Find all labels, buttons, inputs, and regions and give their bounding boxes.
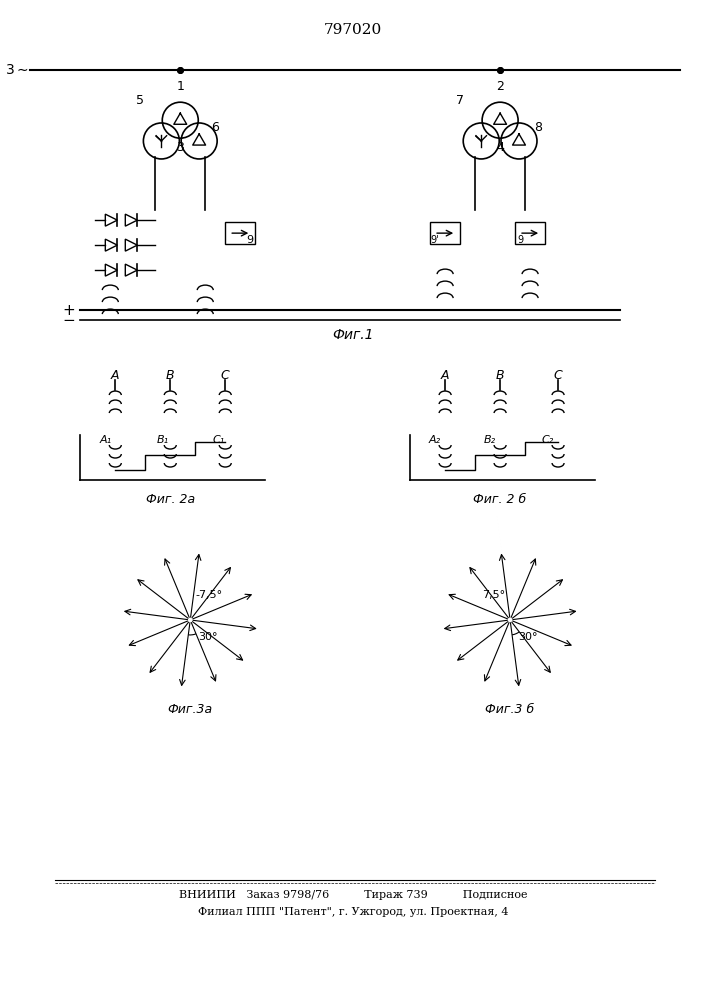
Text: B₂: B₂ [484,435,496,445]
Text: 9: 9 [517,235,523,245]
Text: 7,5°: 7,5° [482,590,505,600]
Text: 30°: 30° [518,632,537,642]
Text: A: A [441,369,450,382]
Text: B: B [496,369,504,382]
Text: +: + [63,303,76,318]
Text: Филиал ППП "Патент", г. Ужгород, ул. Проектная, 4: Филиал ППП "Патент", г. Ужгород, ул. Про… [198,907,508,917]
Text: C₂: C₂ [542,435,554,445]
Text: B: B [166,369,175,382]
Text: 3: 3 [176,141,185,154]
Text: 30°: 30° [198,632,218,642]
Text: $3\sim$: $3\sim$ [5,63,28,77]
Text: Фиг. 2а: Фиг. 2а [146,493,195,506]
Text: −: − [63,313,76,328]
Text: 5: 5 [136,94,144,107]
Text: A: A [111,369,119,382]
Text: Фиг.3а: Фиг.3а [168,703,213,716]
Text: C: C [554,369,563,382]
Text: 9: 9 [247,235,254,245]
Text: 2: 2 [496,80,504,93]
Text: Фиг.3 б: Фиг.3 б [486,703,534,716]
Text: 797020: 797020 [324,23,382,37]
Text: A₂: A₂ [429,435,441,445]
Text: 4: 4 [496,141,504,154]
Text: C: C [221,369,230,382]
Text: 7: 7 [456,94,464,107]
Text: Фиг.1: Фиг.1 [332,328,374,342]
Text: C₁: C₁ [212,435,224,445]
Text: A₁: A₁ [99,435,112,445]
Text: B₁: B₁ [156,435,168,445]
Text: -7,5°: -7,5° [195,590,223,600]
Text: Фиг. 2 б: Фиг. 2 б [474,493,527,506]
Text: 1: 1 [176,80,185,93]
Text: 8: 8 [534,121,542,134]
Text: 6: 6 [211,121,219,134]
Text: ВНИИПИ   Заказ 9798/76          Тираж 739          Подписное: ВНИИПИ Заказ 9798/76 Тираж 739 Подписное [179,890,527,900]
Text: 9': 9' [431,235,440,245]
